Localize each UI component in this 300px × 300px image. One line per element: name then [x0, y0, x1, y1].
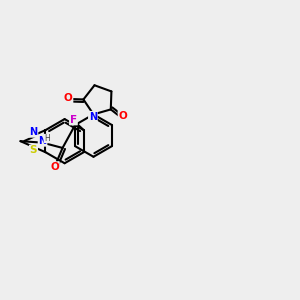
Text: N: N: [89, 112, 97, 122]
Text: N: N: [38, 136, 46, 146]
Text: S: S: [30, 146, 37, 155]
Text: O: O: [64, 93, 73, 103]
Text: F: F: [70, 115, 77, 124]
Text: O: O: [50, 162, 59, 172]
Text: N: N: [29, 127, 38, 137]
Text: H: H: [44, 134, 50, 143]
Text: O: O: [118, 111, 127, 121]
